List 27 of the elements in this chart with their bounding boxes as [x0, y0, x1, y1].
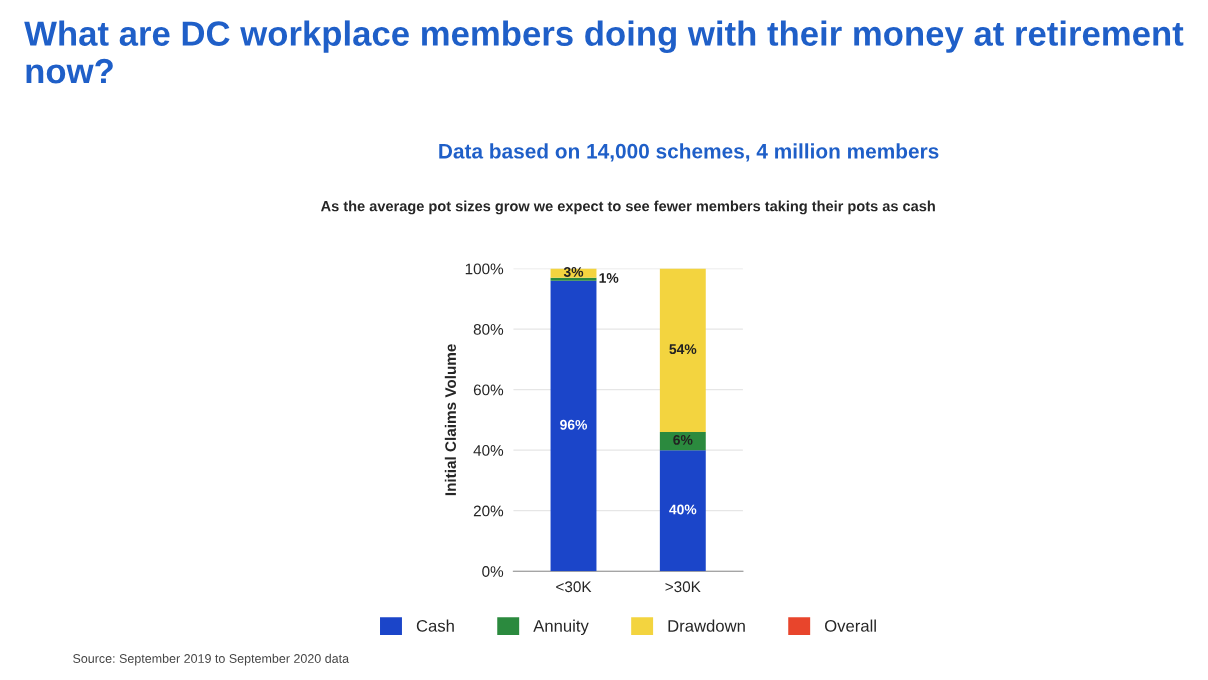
bar	[659, 450, 706, 572]
chart-subtitle: Data based on 14,000 schemes, 4 million members	[439, 143, 939, 162]
legend-label: Drawdown	[668, 619, 745, 632]
data-label: 3%	[563, 267, 584, 277]
data-label: 96%	[560, 419, 588, 430]
y-tick-label: 100%	[465, 263, 504, 275]
chart-title: What are DC workplace members doing with their money at retirement now?	[24, 20, 1184, 84]
y-axis-title: Initial Claims Volume	[444, 344, 457, 496]
x-tick-label: >30K	[665, 581, 701, 593]
x-tick-label: <30K	[556, 581, 592, 593]
y-tick-label: 60%	[473, 384, 504, 396]
legend-label: Cash	[416, 619, 454, 632]
bar	[659, 268, 706, 432]
legend-label: Annuity	[533, 619, 589, 636]
y-tick-label: 80%	[473, 323, 504, 335]
source-note: Source: September 2019 to September 2020 data	[73, 653, 350, 666]
y-tick-label: 40%	[473, 445, 504, 456]
bar	[550, 277, 597, 281]
text: As the average pot sizes grow we expect to see fewer members taking their pots as cash	[320, 200, 935, 215]
y-tick-label: 0%	[482, 566, 504, 577]
legend-label: Overall	[825, 619, 876, 632]
data-label: 1%	[599, 273, 619, 283]
bar	[550, 280, 597, 572]
data-label: 54%	[669, 344, 697, 355]
data-label: 40%	[669, 504, 697, 515]
data-label: 6%	[673, 434, 693, 445]
y-tick-label: 20%	[473, 505, 504, 517]
